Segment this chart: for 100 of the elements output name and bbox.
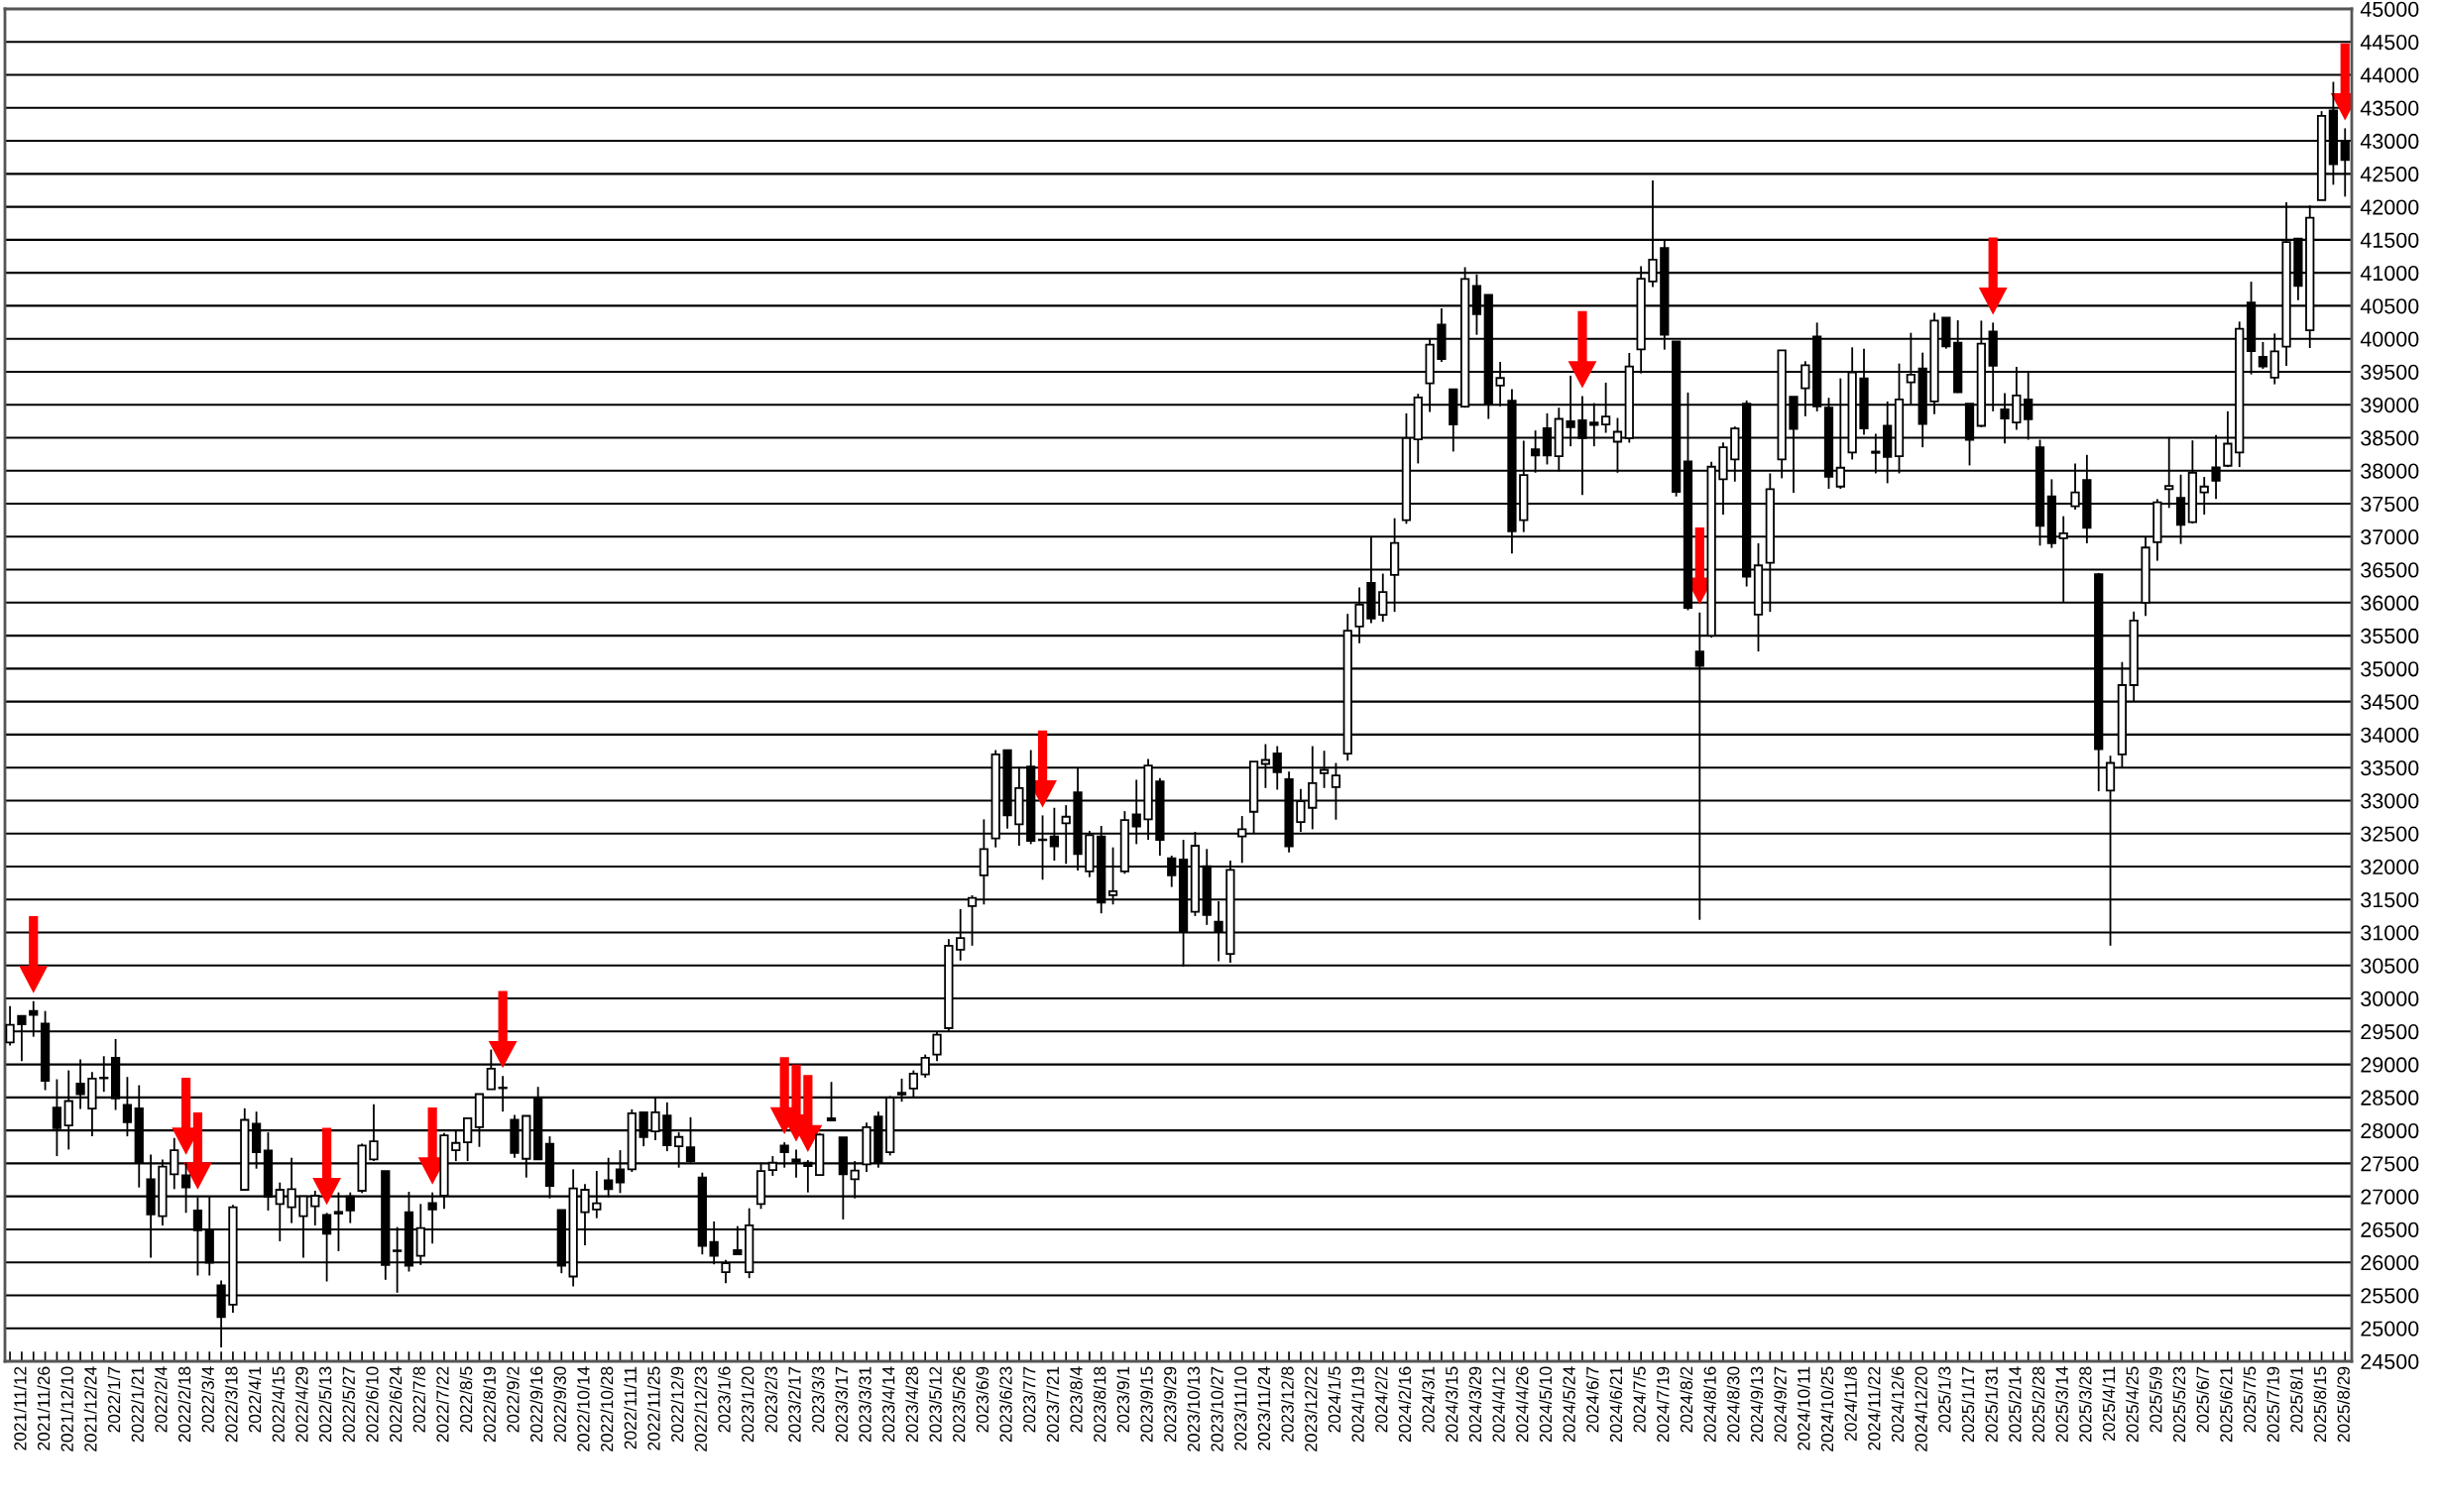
x-tick-label: 2022/9/2: [506, 1366, 520, 1433]
y-tick-label: 33000: [2361, 793, 2419, 809]
x-tick-label: 2025/1/17: [1961, 1366, 1975, 1443]
x-tick-label: 2021/12/24: [83, 1366, 97, 1452]
x-tick-label: 2023/2/3: [764, 1366, 778, 1433]
y-tick-label: 42000: [2360, 199, 2419, 215]
x-tick-label: 2023/8/18: [1093, 1366, 1106, 1443]
x-tick-label: 2022/2/18: [177, 1366, 191, 1443]
x-tick-label: 2021/12/10: [60, 1366, 73, 1452]
x-tick-label: 2023/7/7: [1022, 1366, 1036, 1433]
x-tick-label: 2024/9/27: [1774, 1366, 1787, 1443]
x-tick-label: 2022/12/23: [694, 1366, 707, 1452]
x-tick-label: 2024/1/19: [1351, 1366, 1364, 1443]
y-tick-label: 42500: [2360, 167, 2419, 182]
x-tick-label: 2025/1/3: [1937, 1366, 1951, 1433]
y-tick-label: 40000: [2360, 331, 2419, 347]
candlestick: [2258, 341, 2268, 370]
y-tick-label: 29000: [2361, 1057, 2419, 1073]
x-tick-label: 2024/6/21: [1609, 1366, 1623, 1443]
y-tick-label: 35500: [2361, 628, 2419, 644]
y-tick-label: 27000: [2361, 1189, 2419, 1205]
x-tick-label: 2023/5/26: [952, 1366, 966, 1443]
x-tick-label: 2023/10/27: [1210, 1366, 1223, 1452]
x-tick-label: 2024/2/16: [1398, 1366, 1412, 1443]
x-tick-label: 2025/5/23: [2172, 1366, 2186, 1443]
y-tick-label: 28500: [2361, 1090, 2419, 1105]
x-tick-label: 2025/1/31: [1985, 1366, 1998, 1443]
y-tick-label: 39500: [2361, 364, 2419, 380]
x-tick-label: 2024/11/22: [1867, 1366, 1881, 1451]
y-tick-label: 33500: [2361, 759, 2419, 776]
x-tick-label: 2024/6/7: [1585, 1366, 1599, 1433]
x-tick-label: 2025/6/21: [2219, 1366, 2233, 1443]
x-tick-label: 2022/1/21: [131, 1366, 144, 1443]
y-tick-label: 26500: [2361, 1221, 2419, 1237]
y-tick-label: 38500: [2361, 430, 2419, 446]
x-tick-label: 2025/2/14: [2008, 1366, 2022, 1443]
y-tick-label: 39000: [2361, 397, 2419, 413]
x-tick-label: 2022/9/16: [529, 1366, 543, 1443]
x-tick-label: 2022/10/14: [576, 1366, 590, 1452]
x-tick-label: 2023/9/15: [1139, 1366, 1153, 1443]
y-tick-label: 43500: [2360, 100, 2419, 116]
x-tick-label: 2023/10/13: [1187, 1366, 1201, 1452]
y-tick-label: 26000: [2361, 1254, 2419, 1271]
x-tick-label: 2023/8/4: [1069, 1366, 1083, 1433]
x-tick-label: 2025/5/9: [2149, 1366, 2162, 1433]
x-tick-label: 2025/4/11: [2102, 1366, 2116, 1441]
x-tick-label: 2022/6/10: [365, 1366, 379, 1443]
x-tick-label: 2022/11/25: [646, 1366, 660, 1451]
x-tick-label: 2022/4/1: [248, 1366, 262, 1433]
x-tick-label: 2023/6/9: [976, 1366, 989, 1433]
x-tick-label: 2023/3/17: [835, 1366, 849, 1443]
x-tick-label: 2024/2/2: [1374, 1366, 1388, 1433]
y-tick-label: 43000: [2360, 133, 2419, 150]
x-tick-label: 2023/11/10: [1233, 1366, 1247, 1451]
x-tick-label: 2024/10/25: [1820, 1366, 1834, 1452]
x-tick-label: 2025/8/1: [2289, 1366, 2303, 1433]
x-tick-label: 2024/7/5: [1633, 1366, 1646, 1433]
x-tick-label: 2023/11/24: [1257, 1366, 1271, 1451]
x-tick-label: 2024/8/2: [1680, 1366, 1693, 1433]
x-tick-label: 2023/3/3: [811, 1366, 825, 1433]
y-tick-label: 44500: [2360, 35, 2419, 51]
x-tick-label: 2022/3/4: [201, 1366, 214, 1433]
y-tick-label: 28000: [2361, 1122, 2419, 1139]
x-tick-label: 2022/1/7: [107, 1366, 121, 1433]
x-tick-label: 2022/4/15: [272, 1366, 285, 1443]
x-tick-label: 2024/3/15: [1445, 1366, 1458, 1443]
x-tick-label: 2025/7/5: [2243, 1366, 2257, 1433]
y-tick-label: 35000: [2361, 661, 2419, 677]
y-tick-label: 41500: [2360, 232, 2419, 248]
x-tick-label: 2023/6/23: [998, 1366, 1012, 1443]
y-tick-label: 30500: [2361, 958, 2419, 974]
x-tick-label: 2024/12/6: [1891, 1366, 1905, 1443]
x-tick-label: 2022/7/22: [435, 1366, 449, 1443]
x-tick-label: 2022/11/11: [624, 1366, 637, 1450]
x-tick-label: 2024/5/24: [1563, 1366, 1575, 1443]
x-tick-label: 2022/10/28: [600, 1366, 614, 1452]
y-tick-label: 36000: [2361, 595, 2419, 611]
x-tick-label: 2024/3/1: [1422, 1366, 1435, 1433]
x-tick-label: 2023/12/8: [1281, 1366, 1294, 1443]
x-tick-label: 2023/9/1: [1116, 1366, 1130, 1433]
x-tick-label: 2022/2/4: [154, 1366, 168, 1433]
x-tick-label: 2023/7/21: [1046, 1366, 1060, 1443]
y-tick-label: 31000: [2361, 925, 2419, 941]
y-tick-label: 38000: [2361, 463, 2419, 479]
x-tick-label: 2023/4/28: [905, 1366, 919, 1443]
x-tick-label: 2022/8/19: [483, 1366, 496, 1443]
y-tick-label: 44000: [2360, 67, 2419, 83]
y-tick-label: 41000: [2360, 265, 2419, 282]
x-tick-label: 2025/8/15: [2313, 1366, 2327, 1443]
x-tick-label: 2025/6/7: [2196, 1366, 2209, 1433]
y-tick-label: 32500: [2361, 826, 2419, 842]
x-tick-label: 2022/8/5: [459, 1366, 473, 1433]
x-tick-label: 2023/9/29: [1163, 1366, 1177, 1443]
x-tick-label: 2022/6/24: [389, 1366, 403, 1443]
x-tick-label: 2022/3/18: [224, 1366, 238, 1443]
y-tick-label: 37500: [2361, 496, 2419, 513]
x-tick-label: 2024/10/11: [1797, 1366, 1810, 1451]
x-tick-label: 2025/8/29: [2337, 1366, 2350, 1443]
x-tick-label: 2021/11/26: [37, 1366, 51, 1451]
x-tick-label: 2023/1/6: [717, 1366, 731, 1433]
